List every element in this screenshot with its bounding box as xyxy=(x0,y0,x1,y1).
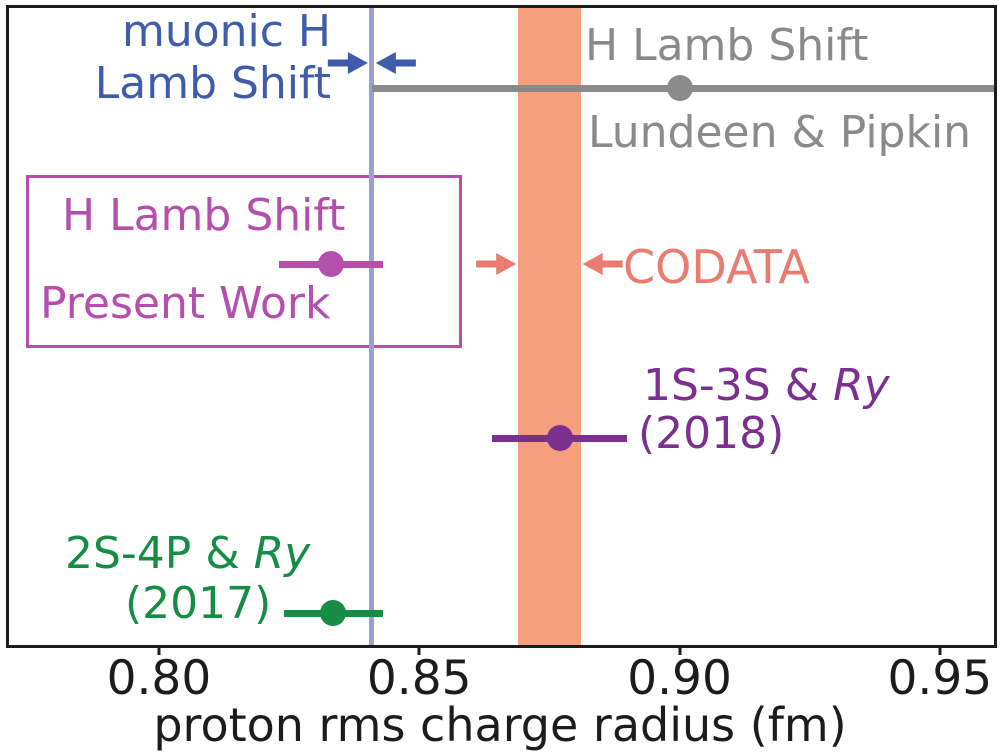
label-codata: CODATA xyxy=(623,240,810,294)
present-work-box xyxy=(26,175,462,348)
x-tick-label-0.90: 0.90 xyxy=(627,651,732,706)
label-2018: (2018) xyxy=(638,408,785,459)
codata-arrow-left-icon xyxy=(476,253,517,275)
codata-arrow-right-icon xyxy=(582,253,623,275)
x-tick-mark-0.95 xyxy=(938,646,942,655)
label-muonic-h-line2: Lamb Shift xyxy=(94,57,331,109)
marker-present-work xyxy=(317,251,344,277)
label-present-work: Present Work xyxy=(40,278,331,329)
muonic-h-reference-line xyxy=(369,8,375,645)
label-2s-4p-ry: 2S-4P & Ry xyxy=(65,528,310,580)
label-muonic-h-lamb-shift: muonic H Lamb Shift xyxy=(95,6,331,110)
label-lundeen-pipkin: Lundeen & Pipkin xyxy=(588,107,972,158)
label-2s-4p-prefix: 2S-4P & xyxy=(65,528,254,579)
marker-1s-3s-2018 xyxy=(546,425,573,451)
marker-lundeen-pipkin xyxy=(666,75,693,101)
label-1s-3s-prefix: 1S-3S & xyxy=(643,360,834,411)
x-axis-title: proton rms charge radius (fm) xyxy=(153,698,847,752)
label-h-lamb-shift-magenta: H Lamb Shift xyxy=(62,190,346,241)
codata-band xyxy=(518,8,581,645)
label-2s-4p-ry-italic: Ry xyxy=(253,528,311,579)
label-1s-3s-ry-italic: Ry xyxy=(833,360,890,411)
x-tick-label-0.85: 0.85 xyxy=(366,651,472,706)
x-tick-label-0.80: 0.80 xyxy=(106,651,212,706)
muonic-arrow-left-icon xyxy=(327,52,368,74)
x-tick-mark-0.85 xyxy=(417,646,421,655)
x-tick-mark-0.80 xyxy=(157,646,161,655)
label-h-lamb-shift-gray: H Lamb Shift xyxy=(585,20,869,71)
label-muonic-h-line1: muonic H xyxy=(121,6,331,57)
x-tick-label-0.95: 0.95 xyxy=(887,651,993,706)
arrows-layer xyxy=(327,52,623,275)
muonic-arrow-right-icon xyxy=(375,52,416,74)
label-2017: (2017) xyxy=(125,578,272,629)
x-tick-mark-0.90 xyxy=(678,646,682,655)
label-1s-3s-ry: 1S-3S & Ry xyxy=(643,360,890,412)
plot-area: muonic H Lamb Shift H Lamb Shift Lundeen… xyxy=(6,5,997,648)
marker-2s-4p-2017 xyxy=(320,600,347,626)
